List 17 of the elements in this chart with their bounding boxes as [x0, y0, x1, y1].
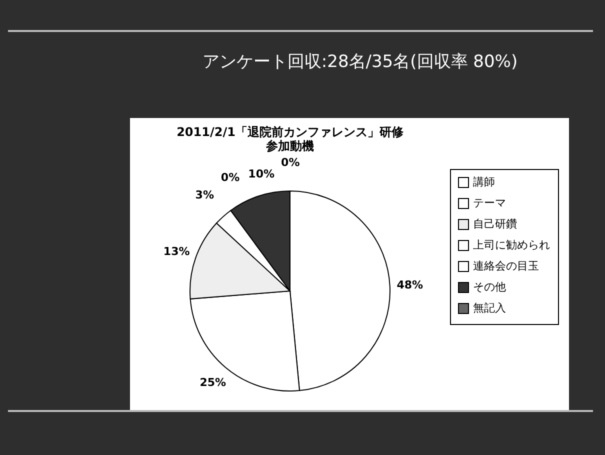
data-label: 48%	[396, 278, 424, 292]
legend-label: 連絡会の目玉	[473, 260, 539, 272]
data-label: 25%	[200, 376, 226, 389]
chart-title: アンケート回収:28名/35名(回収率 80%)	[201, 51, 519, 73]
data-label: 3%	[195, 188, 214, 202]
legend-label: 講師	[473, 176, 495, 188]
legend-label: 自己研鑽	[473, 218, 517, 230]
data-label: 10%	[248, 167, 275, 180]
legend-label: 上司に勧められ	[473, 238, 550, 252]
text: 0%	[281, 156, 300, 169]
text: 2011/2/1「退院前カンファレンス」研修	[176, 125, 404, 139]
text: 0%	[220, 170, 240, 184]
legend-label: テーマ	[473, 196, 506, 210]
legend-label: その他	[473, 280, 506, 294]
data-label: 13%	[163, 244, 190, 258]
text: 参加動機	[266, 139, 314, 153]
legend-label: 無記入	[473, 302, 506, 314]
